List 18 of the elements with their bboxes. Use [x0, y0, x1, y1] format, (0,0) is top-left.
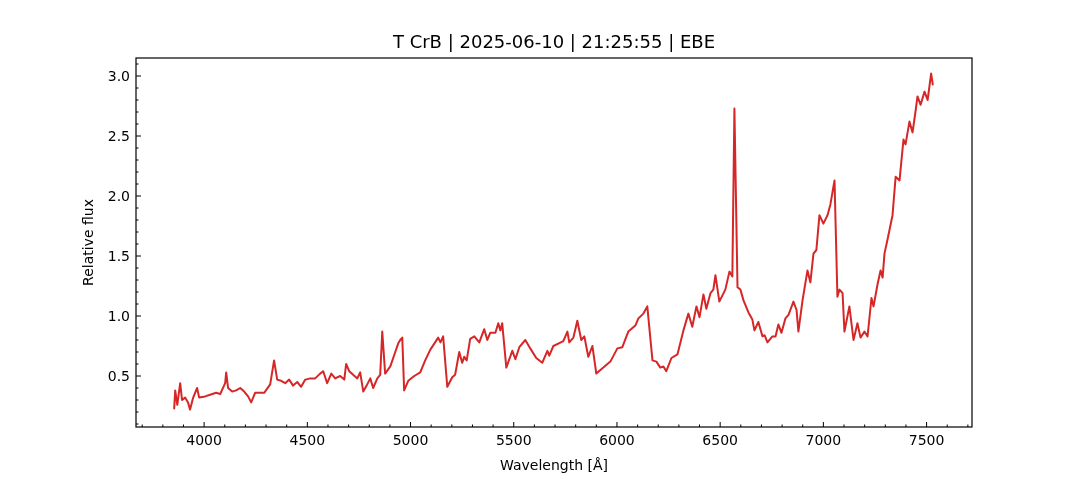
- y-tick-label: 2.0: [107, 188, 130, 204]
- y-tick-label: 1.5: [107, 248, 130, 264]
- chart-title: T CrB | 2025-06-10 | 21:25:55 | EBE: [391, 31, 716, 52]
- x-tick-label: 6500: [702, 432, 738, 448]
- y-tick-label: 1.0: [107, 308, 130, 324]
- x-tick-label: 5000: [392, 432, 429, 448]
- x-tick-label: 7500: [908, 432, 945, 448]
- x-tick-label: 4500: [289, 432, 326, 448]
- y-tick-label: 0.5: [107, 368, 130, 384]
- x-axis-title: Wavelength [Å]: [499, 457, 609, 473]
- x-tick-label: 6000: [599, 432, 635, 448]
- line-series: [173, 72, 934, 411]
- x-tick-label: 7000: [805, 432, 842, 448]
- y-tick-label: 2.5: [107, 128, 130, 144]
- y-tick-label: 3.0: [107, 68, 130, 84]
- x-tick-label: 5500: [495, 432, 532, 448]
- x-tick-label: 4000: [186, 432, 222, 448]
- y-axis-title: Relative flux: [80, 199, 96, 286]
